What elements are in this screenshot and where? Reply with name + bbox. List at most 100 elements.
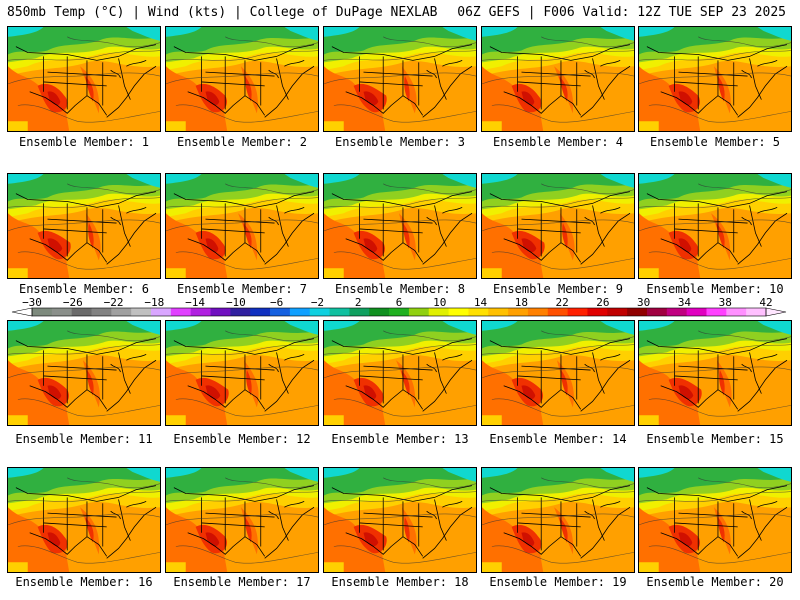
colorbar-tick-label: 42: [759, 298, 772, 309]
colorbar-tick-label: 30: [637, 298, 650, 309]
colorbar-min-arrow: [11, 307, 33, 317]
temperature-map-image: [8, 174, 160, 278]
member-caption: Ensemble Member: 6: [18, 282, 150, 296]
temperature-map-image: [482, 321, 634, 425]
colorbar-swatch: [428, 308, 449, 316]
colorbar-swatch: [408, 308, 430, 316]
colorbar-swatch: [151, 308, 172, 316]
colorbar-swatch: [646, 308, 668, 316]
ensemble-member-map: [481, 467, 635, 573]
colorbar-swatch: [607, 308, 628, 316]
temperature-map-image: [166, 468, 318, 572]
member-caption: Ensemble Member: 19: [489, 575, 627, 589]
colorbar-swatch: [527, 308, 549, 316]
colorbar-swatch: [567, 308, 588, 316]
ensemble-member-map: [323, 26, 477, 132]
colorbar-tick-label: 22: [555, 298, 568, 309]
temperature-map-image: [8, 468, 160, 572]
colorbar-swatch: [587, 308, 608, 316]
member-caption: Ensemble Member: 8: [334, 282, 466, 296]
colorbar-tick-label: −2: [311, 298, 324, 309]
temperature-map-image: [639, 321, 791, 425]
colorbar-swatch: [488, 308, 509, 316]
colorbar-tick-label: 6: [396, 298, 403, 309]
temperature-map-image: [639, 174, 791, 278]
temperature-map-image: [324, 174, 476, 278]
ensemble-member-map: [481, 320, 635, 426]
colorbar-tick-label: −30: [22, 298, 42, 309]
member-caption: Ensemble Member: 12: [173, 432, 311, 446]
temperature-map-image: [324, 27, 476, 131]
temperature-map-image: [8, 321, 160, 425]
colorbar-swatch: [270, 308, 291, 316]
member-caption: Ensemble Member: 2: [176, 135, 308, 149]
ensemble-member-map: [638, 320, 792, 426]
colorbar-swatch: [746, 308, 767, 316]
colorbar-tick-label: −10: [226, 298, 246, 309]
colorbar-swatch: [71, 308, 92, 316]
colorbar-swatch: [170, 308, 192, 316]
ensemble-member-map: [165, 173, 319, 279]
colorbar-swatch: [32, 308, 53, 316]
temperature-map-image: [166, 27, 318, 131]
colorbar-max-arrow: [765, 307, 787, 317]
colorbar-swatch: [210, 308, 231, 316]
colorbar-swatch: [369, 308, 390, 316]
temperature-map-image: [324, 468, 476, 572]
member-caption: Ensemble Member: 5: [649, 135, 781, 149]
member-caption: Ensemble Member: 17: [173, 575, 311, 589]
temperature-map-image: [482, 468, 634, 572]
colorbar-swatch: [349, 308, 370, 316]
colorbar-swatch: [508, 308, 529, 316]
colorbar-tick-label: 2: [355, 298, 362, 309]
member-caption: Ensemble Member: 14: [489, 432, 627, 446]
colorbar-swatch: [230, 308, 251, 316]
ensemble-member-map: [481, 26, 635, 132]
colorbar-swatch: [289, 308, 311, 316]
colorbar-tick-label: 14: [474, 298, 488, 309]
colorbar-tick-label: −14: [185, 298, 205, 309]
colorbar-swatch: [627, 308, 648, 316]
colorbar-tick-label: 26: [596, 298, 609, 309]
colorbar-swatch: [309, 308, 330, 316]
colorbar-swatch: [448, 308, 469, 316]
temperature-map-image: [482, 27, 634, 131]
ensemble-member-map: [165, 26, 319, 132]
run-valid-time: 06Z GEFS | F006 Valid: 12Z TUE SEP 23 20…: [457, 5, 786, 20]
member-caption: Ensemble Member: 15: [646, 432, 784, 446]
ensemble-member-map: [323, 467, 477, 573]
colorbar-swatch: [726, 308, 747, 316]
ensemble-member-map: [165, 467, 319, 573]
temperature-map-image: [482, 174, 634, 278]
colorbar-swatch: [190, 308, 211, 316]
chart-title: 850mb Temp (°C) | Wind (kts) | College o…: [7, 5, 438, 20]
colorbar-tick-label: −22: [104, 298, 124, 309]
colorbar-swatch: [706, 308, 727, 316]
colorbar-tick-label: 18: [515, 298, 528, 309]
ensemble-member-map: [7, 173, 161, 279]
ensemble-member-map: [7, 467, 161, 573]
member-caption: Ensemble Member: 10: [646, 282, 784, 296]
ensemble-member-map: [323, 173, 477, 279]
colorbar-swatch: [686, 308, 707, 316]
ensemble-member-map: [638, 467, 792, 573]
ensemble-member-map: [165, 320, 319, 426]
colorbar-swatch: [250, 308, 271, 316]
colorbar-swatch: [547, 308, 569, 316]
member-caption: Ensemble Member: 18: [331, 575, 469, 589]
member-caption: Ensemble Member: 11: [15, 432, 153, 446]
colorbar-swatch: [468, 308, 489, 316]
ensemble-member-map: [7, 26, 161, 132]
colorbar-swatch: [111, 308, 132, 316]
ensemble-member-map: [481, 173, 635, 279]
ensemble-member-map: [323, 320, 477, 426]
colorbar-swatch: [389, 308, 410, 316]
ensemble-member-map: [638, 26, 792, 132]
colorbar-swatch: [91, 308, 112, 316]
member-caption: Ensemble Member: 4: [492, 135, 624, 149]
temperature-map-image: [166, 321, 318, 425]
colorbar-swatch: [131, 308, 152, 316]
ensemble-member-map: [638, 173, 792, 279]
colorbar-tick-label: 38: [719, 298, 732, 309]
colorbar-tick-label: 10: [433, 298, 446, 309]
